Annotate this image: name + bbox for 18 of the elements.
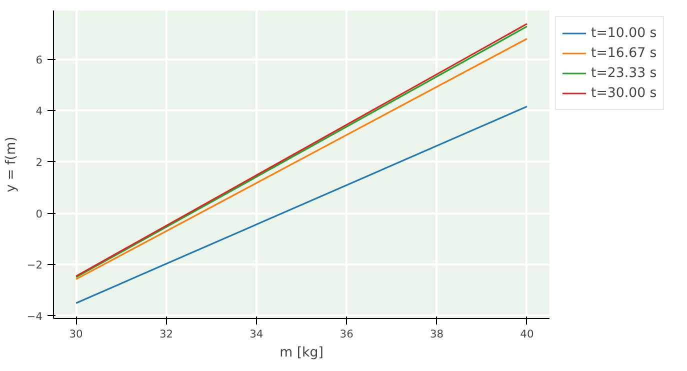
y-axis-title: y = f(m) — [4, 136, 19, 192]
x-tick-label: 30 — [69, 328, 84, 340]
y-tick-label: 4 — [36, 104, 43, 118]
legend-label: t=23.33 s — [591, 66, 657, 80]
x-tick-label: 32 — [159, 328, 174, 340]
legend-label: t=10.00 s — [591, 26, 657, 40]
y-tick-label: 2 — [36, 156, 42, 169]
x-tick-label: 40 — [520, 328, 534, 340]
y-tick-label: 0 — [36, 207, 43, 220]
legend-label: t=16.67 s — [591, 46, 657, 60]
y-tick-label: −4 — [26, 310, 43, 323]
x-tick-label: 36 — [340, 328, 354, 340]
x-axis-title: m [kg] — [280, 346, 324, 360]
y-tick-label: −2 — [26, 258, 43, 272]
y-tick-label: 6 — [36, 53, 43, 66]
x-tick-label: 38 — [430, 328, 444, 340]
legend-label: t=30.00 s — [591, 86, 657, 100]
x-tick-label: 34 — [250, 328, 264, 340]
